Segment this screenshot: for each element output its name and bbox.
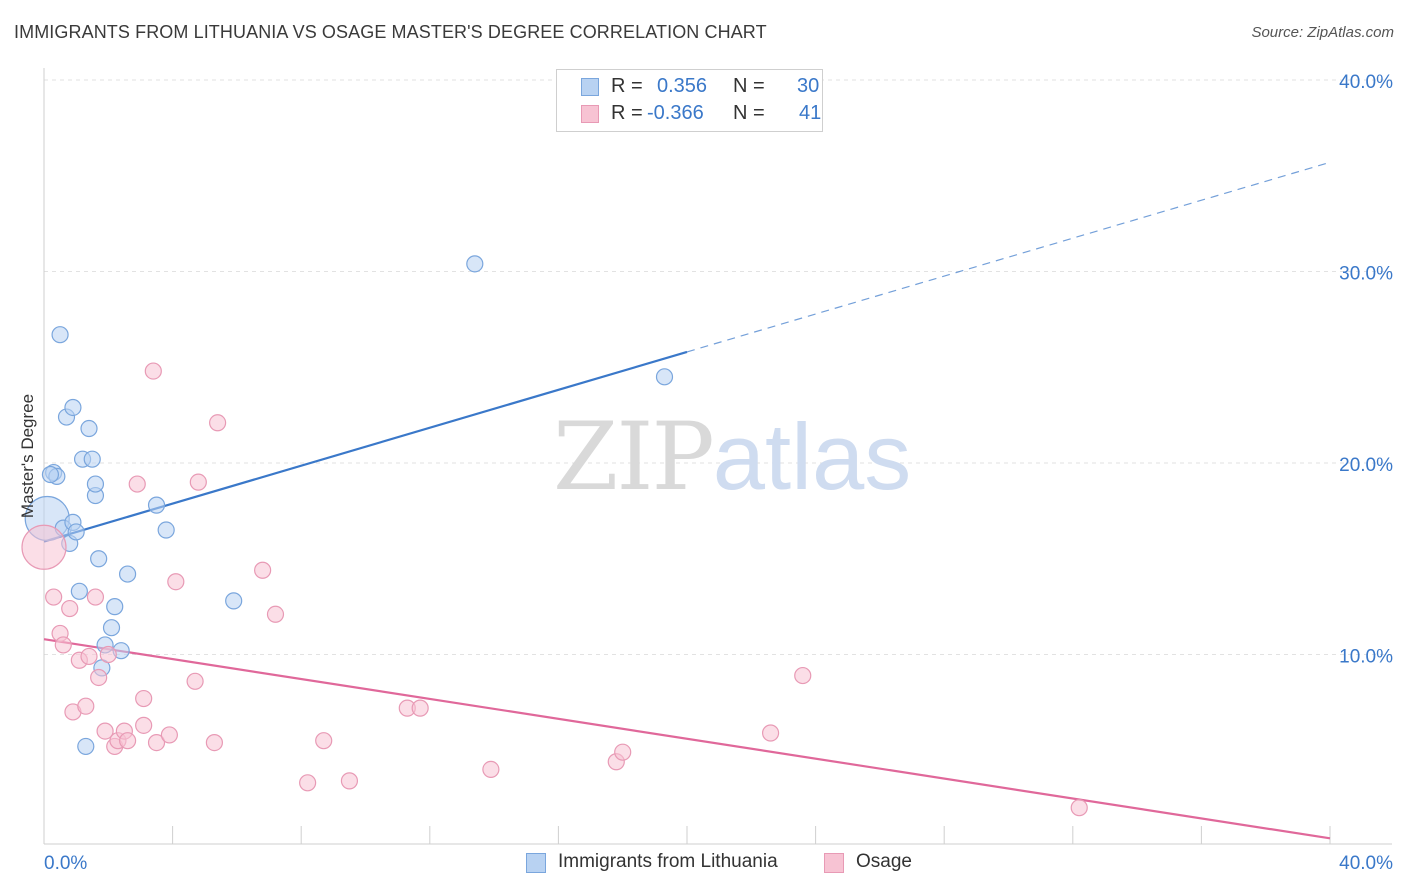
point-osage [135,689,153,708]
point-lithuania [70,582,88,600]
point-osage [54,636,72,654]
point-osage [411,699,429,717]
point-osage [99,645,117,664]
point-osage [128,475,146,493]
point-osage [167,573,185,591]
point-lithuania [102,619,121,637]
point-osage [266,605,285,623]
x-tick-label: 0.0% [44,853,87,874]
point-osage [118,732,137,750]
point-lithuania [86,475,105,493]
y-tick-label: 20.0% [1339,455,1393,476]
point-lithuania [118,565,137,583]
y-tick-label: 30.0% [1339,264,1393,285]
point-osage [80,647,98,666]
legend-label-lithuania: Immigrants from Lithuania [558,851,778,872]
correlation-legend: R = 0.356 N = 30 R = -0.366 N = 41 [556,69,823,132]
y-tick-label: 10.0% [1339,647,1393,668]
legend-n-value: 41 [799,102,822,124]
point-lithuania [67,523,85,541]
point-osage [794,666,812,685]
trend-line-lithuania-extension [686,161,1331,353]
point-lithuania [64,398,82,417]
point-osage [90,668,108,687]
point-osage [147,733,166,752]
point-osage [86,588,105,606]
legend-swatch-lithuania [581,78,599,96]
y-tick-label: 40.0% [1339,72,1393,93]
point-lithuania [51,326,69,344]
point-lithuania [157,521,175,539]
legend-swatch-osage [824,853,844,873]
trend-line-lithuania [43,350,688,543]
point-lithuania [83,450,101,468]
point-osage [254,561,272,579]
point-lithuania [90,550,108,568]
point-osage [186,672,204,690]
legend-n-label: N = [733,75,765,97]
chart-title: IMMIGRANTS FROM LITHUANIA VS OSAGE MASTE… [14,22,767,42]
point-lithuania [106,598,124,616]
point-osage [299,774,317,792]
point-osage [45,588,63,606]
legend-n-label: N = [733,102,765,124]
legend-r-value: -0.366 [647,102,704,124]
legend-n-value: 30 [797,75,820,97]
point-osage [482,760,500,779]
source-label: Source: ZipAtlas.com [1251,24,1394,41]
point-lithuania [77,737,95,756]
point-lithuania [41,465,60,484]
point-osage [61,599,79,618]
x-tick-label: 40.0% [1339,853,1393,874]
point-osage [1070,799,1088,817]
legend-r-label: R = [611,102,643,124]
point-osage [21,524,67,570]
point-osage [189,473,207,491]
legend-label-osage: Osage [856,851,912,872]
point-osage [761,724,780,742]
point-osage [614,743,632,761]
point-osage [340,772,359,790]
point-lithuania [466,255,484,273]
point-lithuania [80,419,98,438]
point-osage [77,697,95,715]
point-lithuania [147,496,166,514]
data-points [21,255,1088,817]
point-osage [135,716,153,734]
legend-r-label: R = [611,75,643,97]
point-osage [96,722,114,740]
trend-line-osage [43,638,1331,840]
point-osage [209,414,227,432]
tick-labels: 10.0% 20.0% 30.0% 40.0% 0.0% 40.0% [44,72,1393,874]
point-osage [205,733,223,752]
y-axis-label: Master's Degree [18,393,37,519]
legend-r-value: 0.356 [657,75,708,97]
grid-lines [44,79,1392,655]
point-osage [160,726,178,744]
trend-lines [43,161,1331,840]
legend-swatch-osage [581,105,599,123]
point-lithuania [655,368,674,386]
point-osage [315,732,333,750]
point-osage [144,362,162,380]
legend-swatch-lithuania [526,853,546,873]
axes [43,68,1392,845]
point-lithuania [225,592,243,610]
